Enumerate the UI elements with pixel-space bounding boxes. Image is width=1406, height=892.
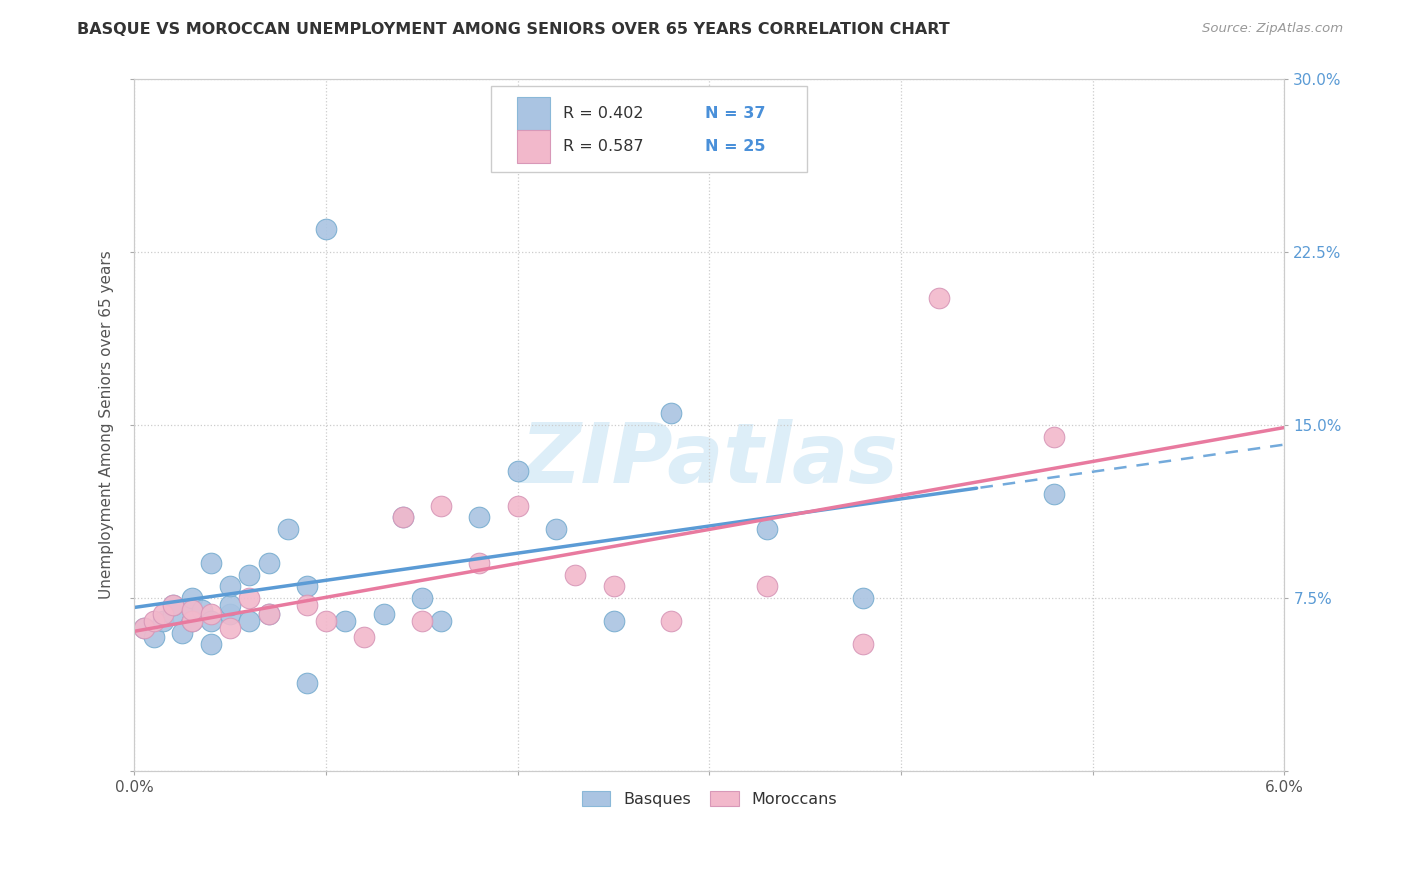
Point <box>430 499 453 513</box>
Point <box>181 602 204 616</box>
Text: ZIPatlas: ZIPatlas <box>520 419 898 500</box>
Point <box>257 607 280 622</box>
Point <box>353 630 375 644</box>
Y-axis label: Unemployment Among Seniors over 65 years: Unemployment Among Seniors over 65 years <box>100 251 114 599</box>
Point <box>181 591 204 605</box>
Point <box>200 614 222 628</box>
Point <box>1043 487 1066 501</box>
Point <box>546 522 568 536</box>
Point <box>506 464 529 478</box>
Point <box>295 676 318 690</box>
Point <box>132 621 155 635</box>
Point <box>852 591 875 605</box>
Point <box>200 557 222 571</box>
Point <box>602 579 624 593</box>
FancyBboxPatch shape <box>491 86 807 172</box>
Point <box>181 614 204 628</box>
Point <box>335 614 357 628</box>
Legend: Basques, Moroccans: Basques, Moroccans <box>574 783 845 815</box>
Point <box>602 614 624 628</box>
Point <box>162 598 184 612</box>
Point <box>152 614 174 628</box>
Point <box>190 602 212 616</box>
Point <box>162 607 184 622</box>
Point <box>411 591 433 605</box>
Point <box>219 579 242 593</box>
Point <box>257 607 280 622</box>
Point <box>468 557 491 571</box>
Point <box>132 621 155 635</box>
Point <box>200 637 222 651</box>
Point <box>506 499 529 513</box>
Text: R = 0.587: R = 0.587 <box>564 139 644 154</box>
Point <box>219 621 242 635</box>
Text: N = 25: N = 25 <box>704 139 765 154</box>
Text: R = 0.402: R = 0.402 <box>564 106 644 120</box>
Point <box>200 607 222 622</box>
Point <box>928 291 950 305</box>
Bar <box>517 96 550 130</box>
Point <box>468 510 491 524</box>
Text: BASQUE VS MOROCCAN UNEMPLOYMENT AMONG SENIORS OVER 65 YEARS CORRELATION CHART: BASQUE VS MOROCCAN UNEMPLOYMENT AMONG SE… <box>77 22 950 37</box>
Point <box>238 614 260 628</box>
Point <box>162 598 184 612</box>
Text: N = 37: N = 37 <box>704 106 765 120</box>
Point <box>172 625 194 640</box>
Point <box>277 522 299 536</box>
Text: Source: ZipAtlas.com: Source: ZipAtlas.com <box>1202 22 1343 36</box>
Point <box>391 510 413 524</box>
Point <box>659 614 682 628</box>
Point <box>295 579 318 593</box>
Point <box>142 630 165 644</box>
Point <box>219 607 242 622</box>
Point <box>181 614 204 628</box>
Point <box>315 222 337 236</box>
Point <box>219 598 242 612</box>
Point <box>852 637 875 651</box>
Point <box>755 522 778 536</box>
Point <box>564 568 586 582</box>
Point <box>1043 429 1066 443</box>
Bar <box>517 130 550 163</box>
Point <box>142 614 165 628</box>
Point <box>430 614 453 628</box>
Point <box>373 607 395 622</box>
Point <box>391 510 413 524</box>
Point <box>411 614 433 628</box>
Point <box>238 568 260 582</box>
Point <box>295 598 318 612</box>
Point <box>315 614 337 628</box>
Point <box>755 579 778 593</box>
Point <box>152 607 174 622</box>
Point <box>238 591 260 605</box>
Point <box>257 557 280 571</box>
Point <box>181 602 204 616</box>
Point <box>659 407 682 421</box>
